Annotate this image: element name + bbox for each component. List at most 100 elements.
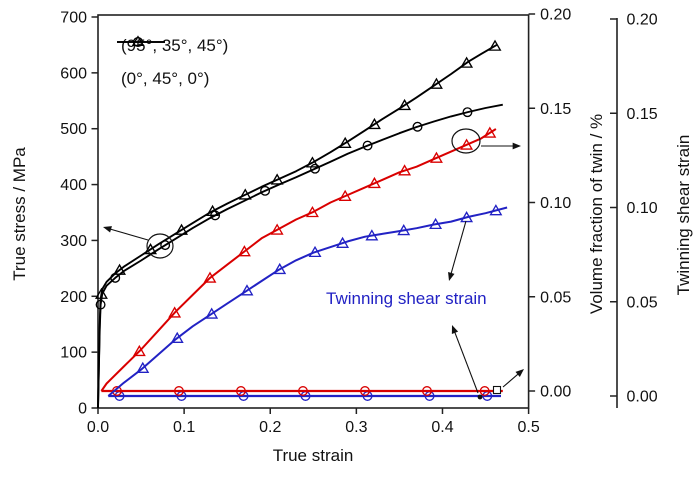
circle-marker [173,386,184,396]
tick-label: 700 [60,10,87,27]
triangle-marker [398,164,412,176]
tick-label: 0.0 [87,419,109,436]
triangle-marker [94,287,108,299]
annotation-arrow-flatline-to-label [451,325,479,394]
plot-area [97,14,530,409]
series-line [100,128,497,392]
triangle-marker [132,344,146,357]
shear-strain-annotation-label: Twinning shear strain [326,289,487,308]
triangle-marker [305,156,319,168]
series-volume-fraction-95-35-45 [100,126,497,392]
triangle-marker [273,262,287,275]
tick-label: 500 [60,121,87,138]
legend-label: (95°, 35°, 45°) [121,36,229,55]
tick-label: 0.2 [259,419,281,436]
triangle-marker [170,331,184,344]
tick-label: 0.1 [173,419,195,436]
triangle-marker [238,188,252,200]
circle-marker [310,163,320,174]
circle-marker [479,386,490,396]
tick-label: 0.15 [627,106,658,123]
triangle-marker [308,245,322,258]
triangle-marker [305,205,319,218]
x-axis-title: True strain [272,446,354,465]
triangle-marker [175,223,189,235]
triangle-marker [367,176,381,189]
triangle-marker [460,138,474,150]
circle-marker-icon [117,36,165,48]
triangle-marker [429,77,443,89]
series-shear-95-35-45 [107,204,508,397]
circle-marker [359,386,370,396]
triangle-marker [365,229,379,241]
triangle-marker [338,136,352,149]
triangle-marker [460,56,474,68]
circle-marker [362,140,373,151]
circle-marker [260,185,271,196]
series-stress-0-45-0 [95,103,503,409]
triangle-marker [488,39,502,51]
tick-label: 600 [60,65,87,82]
tick-label: 0.05 [540,289,571,306]
series-shear-0-45-0 [108,391,501,401]
tick-label: 300 [60,233,87,250]
tick-label: 100 [60,345,87,362]
legend: (95°, 35°, 45°) (0°, 45°, 0°) [116,34,228,100]
tick-label: 0.5 [517,419,539,436]
tick-label: 0.10 [627,200,658,217]
tick-label: 0.10 [540,195,571,212]
triangle-marker [336,236,350,249]
triangle-marker [237,245,251,257]
y-axis-title-shear-strain: Twinning shear strain [674,134,693,296]
triangle-marker [270,223,284,235]
tick-label: 0.05 [627,294,658,311]
legend-item-0-45-0: (0°, 45°, 0°) [116,36,228,91]
series-line [97,44,498,409]
triangle-marker [205,307,219,319]
tick-label: 200 [60,289,87,306]
tick-label: 0.00 [540,384,571,401]
annotation-dot [477,394,483,400]
annotation-ellipse-stress-curves-ellipse [146,233,174,259]
series-stress-95-35-45 [94,39,502,409]
triangle-marker [203,271,217,283]
triangle-marker [489,204,503,216]
annotation-arrow-curve-to-label [448,220,467,281]
triangle-marker [460,211,474,223]
tick-label: 0.20 [627,12,658,29]
triangle-marker [240,284,254,296]
triangle-marker [338,189,352,201]
triangle-marker [397,224,411,236]
series-line [97,103,503,409]
legend-label: (0°, 45°, 0°) [121,69,210,88]
triangle-marker [168,306,182,318]
tick-label: 0 [78,401,87,418]
annotation-arrow-to-stress-axis [103,226,149,241]
circle-marker [235,386,246,396]
annotation-arrow-to-vf-axis [481,142,521,150]
triangle-marker [429,217,443,230]
triangle-marker [429,151,443,163]
annotation-square [492,385,502,395]
circle-marker [412,121,423,132]
tick-label: 0.15 [540,101,571,118]
triangle-marker [113,263,126,275]
tick-label: 400 [60,177,87,194]
triangle-marker [270,173,284,185]
circle-marker [297,386,308,396]
annotation-arrow-flatline-to-right-axes [502,369,524,388]
triangle-marker [367,117,381,130]
y-axis-title-volume-fraction: Volume fraction of twin / % [587,113,606,315]
circle-marker [462,107,473,118]
tick-label: 0.20 [540,7,571,24]
annotation-ellipse-volume-fraction-ellipse [451,128,481,154]
triangle-marker [483,126,497,138]
triangle-marker [136,361,150,373]
triangle-marker [206,204,220,217]
triangle-marker [398,98,412,111]
tick-label: 0.00 [627,389,658,406]
series-volume-fraction-0-45-0 [101,386,503,396]
circle-marker [422,386,432,396]
